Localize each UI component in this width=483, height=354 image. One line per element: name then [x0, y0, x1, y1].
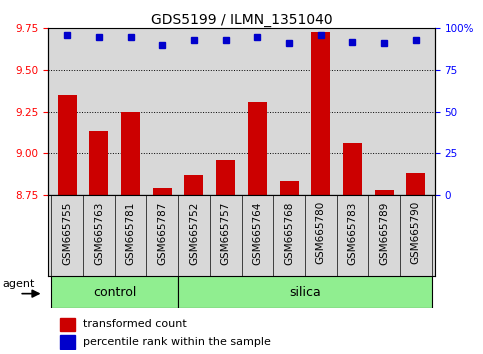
- Text: GSM665781: GSM665781: [126, 201, 136, 264]
- Bar: [185, 175, 203, 195]
- Text: control: control: [93, 286, 137, 298]
- Text: GSM665780: GSM665780: [316, 201, 326, 264]
- Bar: [89, 131, 109, 195]
- Text: silica: silica: [289, 286, 321, 298]
- Bar: [60, 318, 75, 331]
- Bar: [121, 112, 140, 195]
- Bar: [311, 32, 330, 195]
- Text: GSM665752: GSM665752: [189, 201, 199, 264]
- Bar: [280, 181, 298, 195]
- Bar: [153, 188, 172, 195]
- Text: GSM665755: GSM665755: [62, 201, 72, 264]
- Text: GSM665763: GSM665763: [94, 201, 104, 264]
- Text: agent: agent: [2, 279, 35, 289]
- Text: transformed count: transformed count: [83, 319, 187, 329]
- Text: GSM665764: GSM665764: [252, 201, 262, 264]
- Bar: [60, 335, 75, 349]
- Text: GSM665757: GSM665757: [221, 201, 231, 264]
- Bar: [178, 276, 431, 308]
- Bar: [248, 102, 267, 195]
- Text: GSM665789: GSM665789: [379, 201, 389, 264]
- Bar: [374, 190, 394, 195]
- Text: percentile rank within the sample: percentile rank within the sample: [83, 337, 271, 347]
- Text: GSM665768: GSM665768: [284, 201, 294, 264]
- Text: GSM665783: GSM665783: [347, 201, 357, 264]
- Text: GSM665787: GSM665787: [157, 201, 167, 264]
- Text: GSM665790: GSM665790: [411, 201, 421, 264]
- Bar: [406, 173, 425, 195]
- Bar: [52, 276, 178, 308]
- Bar: [343, 143, 362, 195]
- Bar: [216, 160, 235, 195]
- Bar: [58, 95, 77, 195]
- Title: GDS5199 / ILMN_1351040: GDS5199 / ILMN_1351040: [151, 13, 332, 27]
